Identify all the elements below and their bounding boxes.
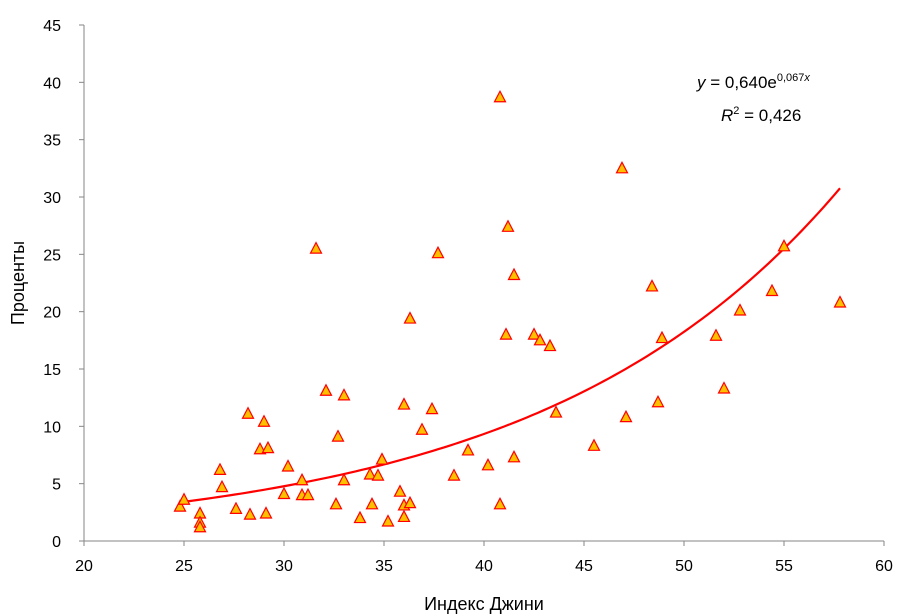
data-point: [193, 519, 207, 533]
data-point: [425, 401, 439, 415]
data-point: [281, 459, 295, 472]
trendline-group: [179, 187, 841, 504]
data-point: [499, 327, 513, 340]
data-point: [431, 245, 445, 259]
data-point: [173, 499, 187, 512]
x-tick-label: 35: [375, 558, 393, 575]
data-point: [619, 409, 633, 423]
x-tick-label: 60: [875, 558, 893, 575]
data-point: [337, 388, 351, 401]
data-point: [397, 509, 411, 523]
data-point: [651, 394, 665, 408]
data-point: [261, 440, 275, 454]
data-point: [215, 479, 229, 493]
data-point: [213, 462, 227, 476]
r-value: = 0,426: [739, 106, 801, 125]
data-point: [403, 495, 417, 509]
data-point: [507, 450, 521, 463]
data-point: [655, 330, 669, 344]
data-point: [501, 219, 515, 232]
data-point: [329, 497, 343, 510]
y-tick-label: 40: [43, 75, 61, 92]
r-var: R: [721, 106, 733, 125]
x-tick-label: 30: [275, 558, 293, 575]
data-point: [587, 438, 601, 451]
data-point: [777, 239, 791, 252]
data-point: [295, 472, 309, 486]
data-point: [493, 497, 507, 510]
y-tick-label: 5: [52, 477, 61, 494]
data-point: [493, 89, 507, 103]
data-point: [319, 383, 333, 396]
data-point: [549, 405, 563, 418]
y-tick-label: 15: [43, 362, 61, 379]
data-point: [645, 279, 659, 292]
y-tick-label: 25: [43, 247, 61, 264]
data-point: [365, 497, 379, 510]
equation-exponent-coef: 0,067: [777, 72, 805, 84]
data-point: [403, 311, 417, 324]
data-point: [309, 241, 323, 254]
y-axis-title: Проценты: [8, 241, 28, 325]
data-point: [375, 452, 389, 465]
data-point: [415, 422, 429, 435]
data-point: [257, 414, 271, 427]
tick-labels: 0 5 10 15 20 25 30 35 40 45 20 25 30 35 40 45 50 55 60: [43, 18, 893, 575]
x-tick-label: 55: [775, 558, 793, 575]
data-point: [543, 338, 557, 352]
y-tick-label: 35: [43, 133, 61, 150]
equation-exponent-var: x: [803, 72, 810, 84]
axes: [79, 24, 885, 546]
y-tick-label: 45: [43, 18, 61, 35]
data-point: [353, 510, 367, 524]
data-point: [393, 484, 407, 497]
data-points: [173, 89, 847, 533]
data-point: [331, 429, 345, 442]
data-point: [717, 381, 731, 394]
equation-y-var: y: [696, 73, 707, 92]
x-tick-label: 45: [575, 558, 593, 575]
y-tick-label: 0: [52, 534, 61, 551]
trendline: [179, 187, 841, 504]
data-point: [363, 467, 377, 480]
data-point: [259, 506, 273, 519]
data-point: [461, 443, 475, 456]
data-point: [533, 333, 547, 346]
data-point: [615, 161, 629, 174]
y-tick-label: 10: [43, 419, 61, 436]
data-point: [527, 327, 541, 340]
x-axis-title: Индекс Джини: [424, 594, 544, 614]
data-point: [229, 501, 243, 514]
data-point: [507, 267, 521, 281]
x-tick-label: 20: [75, 558, 93, 575]
data-point: [371, 468, 385, 481]
trendline-equation: y = 0,640e0,067x: [696, 72, 810, 92]
x-tick-label: 25: [175, 558, 193, 575]
data-point: [241, 406, 255, 419]
equation-body: = 0,640e: [706, 73, 777, 92]
data-point: [397, 397, 411, 410]
r-sup: 2: [733, 105, 739, 117]
data-point: [733, 303, 747, 316]
data-point: [447, 468, 461, 481]
y-tick-label: 30: [43, 190, 61, 207]
data-point: [301, 487, 315, 501]
data-point: [481, 458, 495, 471]
x-tick-label: 50: [675, 558, 693, 575]
data-point: [337, 472, 351, 486]
data-point: [381, 514, 395, 527]
x-tick-label: 40: [475, 558, 493, 575]
data-point: [709, 328, 723, 341]
data-point: [177, 492, 191, 505]
y-tick-label: 20: [43, 305, 61, 322]
data-point: [243, 507, 257, 520]
data-point: [765, 283, 779, 297]
data-point: [277, 486, 291, 500]
data-point: [833, 295, 847, 308]
r-squared-label: R2 = 0,426: [721, 105, 801, 125]
